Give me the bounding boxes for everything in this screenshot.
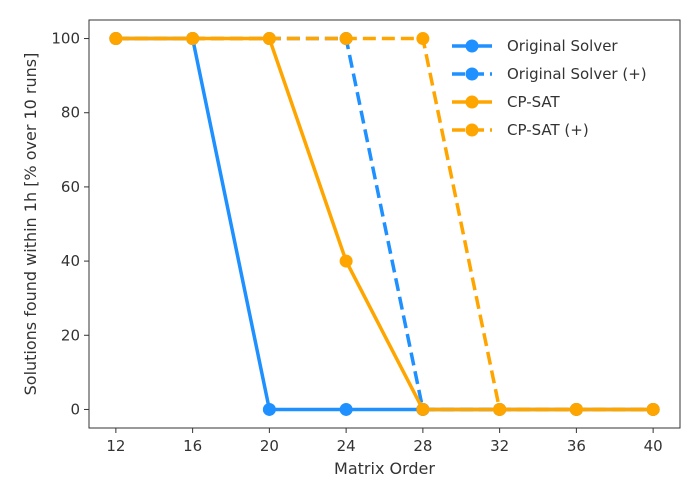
data-point <box>646 402 660 416</box>
data-point <box>416 402 430 416</box>
legend-marker <box>465 95 479 109</box>
data-point <box>493 402 507 416</box>
legend-label: CP-SAT (+) <box>507 121 589 139</box>
data-point <box>569 402 583 416</box>
legend-label: Original Solver <box>507 37 618 55</box>
data-point <box>339 254 353 268</box>
axes-frame <box>88 19 681 429</box>
x-tick-label: 12 <box>106 437 125 455</box>
x-axis-label: Matrix Order <box>334 459 435 478</box>
legend-marker <box>465 123 479 137</box>
y-tick-label: 20 <box>61 326 80 344</box>
series-line <box>115 36 654 412</box>
y-axis-label: Solutions found within 1h [% over 10 run… <box>21 53 40 396</box>
y-tick-label: 80 <box>61 104 80 122</box>
data-point <box>416 32 430 46</box>
data-point <box>262 402 276 416</box>
x-tick-label: 16 <box>183 437 202 455</box>
y-tick-label: 40 <box>61 252 80 270</box>
plot-area <box>109 32 660 416</box>
legend-label: CP-SAT <box>507 93 560 111</box>
legend-item: CP-SAT (+) <box>452 121 589 139</box>
data-point <box>262 32 276 46</box>
x-tick-label: 32 <box>490 437 509 455</box>
legend-item: Original Solver <box>452 37 618 55</box>
legend-item: Original Solver (+) <box>452 65 647 83</box>
legend-marker <box>465 67 479 81</box>
x-tick-label: 20 <box>260 437 279 455</box>
legend: Original Solver Original Solver (+) CP-SAT… <box>452 37 647 139</box>
series-3 <box>109 32 660 416</box>
y-tick-label: 0 <box>70 400 80 418</box>
data-point <box>339 32 353 46</box>
legend-label: Original Solver (+) <box>507 65 647 83</box>
axes: 12 16 20 24 28 32 36 40 0 20 40 60 80 100 <box>51 19 681 455</box>
y-tick-label: 100 <box>51 30 80 48</box>
x-tick-label: 28 <box>413 437 432 455</box>
data-point <box>109 32 123 46</box>
data-point <box>339 402 353 416</box>
x-tick-label: 36 <box>567 437 586 455</box>
series-line <box>115 36 654 412</box>
y-tick-label: 60 <box>61 178 80 196</box>
data-point <box>186 32 200 46</box>
series-1 <box>109 32 660 416</box>
legend-item: CP-SAT <box>452 93 560 111</box>
x-tick-label: 40 <box>644 437 663 455</box>
legend-marker <box>465 39 479 53</box>
x-tick-label: 24 <box>337 437 356 455</box>
